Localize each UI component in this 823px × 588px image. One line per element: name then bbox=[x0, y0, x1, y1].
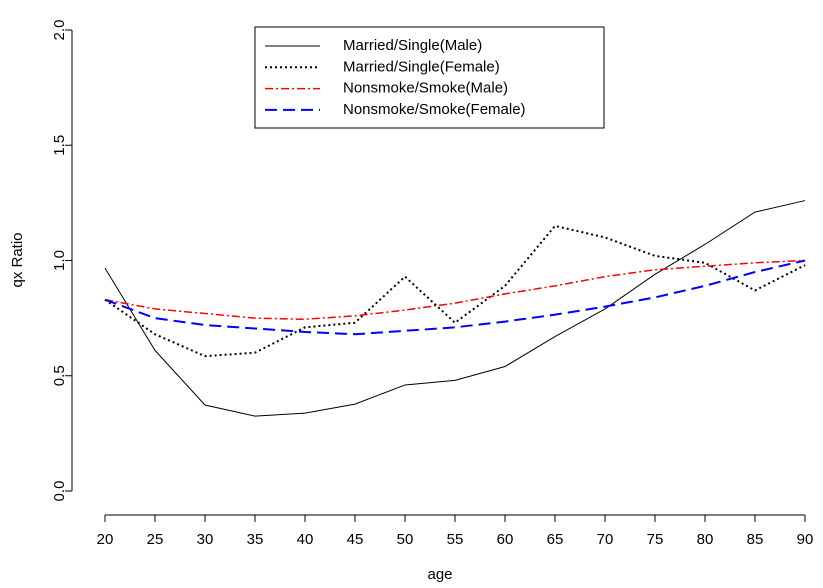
x-axis-title: age bbox=[427, 566, 452, 583]
x-tick-label: 35 bbox=[247, 531, 264, 548]
legend-label: Nonsmoke/Smoke(Male) bbox=[343, 80, 508, 97]
x-tick-label: 90 bbox=[797, 531, 814, 548]
x-tick-label: 55 bbox=[447, 531, 464, 548]
y-tick-label: 1.0 bbox=[51, 250, 68, 271]
legend-label: Married/Single(Male) bbox=[343, 37, 482, 54]
x-tick-label: 75 bbox=[647, 531, 664, 548]
series-line bbox=[104, 259, 806, 336]
y-tick-label: 1.5 bbox=[51, 135, 68, 156]
legend-box bbox=[254, 26, 605, 129]
series-line bbox=[104, 259, 806, 321]
y-axis-title: qx Ratio bbox=[9, 232, 26, 287]
legend-label: Married/Single(Female) bbox=[343, 58, 500, 75]
series-line bbox=[104, 200, 806, 417]
x-tick-label: 80 bbox=[697, 531, 714, 548]
x-tick-label: 65 bbox=[547, 531, 564, 548]
x-tick-label: 30 bbox=[197, 531, 214, 548]
x-tick-label: 45 bbox=[347, 531, 364, 548]
x-tick-label: 85 bbox=[747, 531, 764, 548]
x-tick-label: 20 bbox=[97, 531, 114, 548]
legend-label: Nonsmoke/Smoke(Female) bbox=[343, 101, 526, 118]
x-tick-label: 25 bbox=[147, 531, 164, 548]
x-tick-label: 70 bbox=[597, 531, 614, 548]
series-line bbox=[104, 224, 806, 358]
x-tick-label: 50 bbox=[397, 531, 414, 548]
y-tick-label: 2.0 bbox=[51, 20, 68, 41]
y-tick-label: 0.0 bbox=[51, 481, 68, 502]
x-tick-label: 40 bbox=[297, 531, 314, 548]
y-tick-label: 0.5 bbox=[51, 365, 68, 386]
x-tick-label: 60 bbox=[497, 531, 514, 548]
